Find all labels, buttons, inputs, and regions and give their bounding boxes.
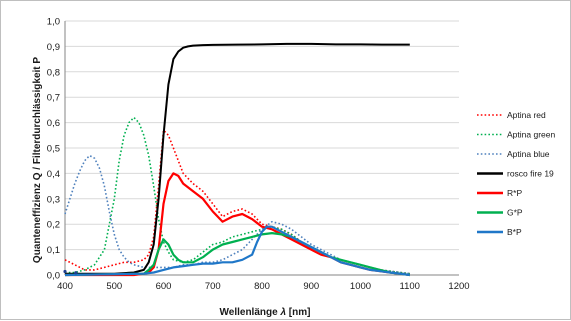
- series-line-g-p: [64, 232, 410, 277]
- legend-label: Aptina red: [507, 110, 546, 120]
- legend-label: Aptina green: [507, 130, 555, 140]
- series-line-b-p: [64, 225, 410, 277]
- y-tick-label: 0,2: [47, 220, 60, 231]
- y-tick-label: 0,4: [47, 169, 60, 180]
- gridlines: [65, 20, 459, 251]
- x-axis-label-unit: [nm]: [286, 307, 310, 318]
- y-axis-label: Quanteneffizienz Q / Filterdurchlässigke…: [32, 57, 43, 263]
- y-tick-label: 0,3: [47, 194, 60, 205]
- y-tick-label: 0,1: [47, 245, 60, 256]
- legend-label: rosco fire 19: [507, 169, 554, 179]
- data-marker: [74, 271, 78, 275]
- x-tick-label: 1200: [448, 281, 469, 292]
- y-tick-label: 1,0: [47, 17, 60, 28]
- x-tick-label: 600: [156, 281, 172, 292]
- y-tick-label: 0,7: [47, 93, 60, 104]
- legend-label: Aptina blue: [507, 149, 550, 159]
- x-tick-label: 700: [205, 281, 221, 292]
- legend-label: B*P: [507, 227, 522, 237]
- x-tick-label: 500: [106, 281, 122, 292]
- legend-label: R*P: [507, 188, 522, 198]
- y-tick-label: 0,8: [47, 67, 60, 78]
- x-tick-label: 800: [254, 281, 270, 292]
- series-lines: [63, 42, 410, 277]
- series-line-rosco-fire-19: [65, 42, 410, 275]
- x-axis-label-main: Wellenlänge: [220, 307, 281, 318]
- x-tick-label: 900: [303, 281, 319, 292]
- x-axis-label-lambda: λ: [279, 307, 286, 318]
- series-line-aptina-green: [65, 116, 410, 275]
- y-tick-label: 0,5: [47, 144, 60, 155]
- x-tick-label: 1000: [350, 281, 371, 292]
- x-tick-label: 1100: [400, 281, 420, 292]
- y-tick-label: 0,0: [47, 271, 60, 282]
- y-tick-label: 0,9: [47, 42, 60, 53]
- x-axis-label: Wellenlänge λ [nm]: [220, 307, 311, 318]
- legend-label: G*P: [507, 208, 523, 218]
- legend: Aptina red Aptina green Aptina blue rosco f…: [477, 110, 555, 237]
- tick-labels: 0,0 0,1 0,2 0,3 0,4 0,5 0,6 0,7 0,8 0,9 1,0 400 500 6…: [47, 17, 470, 293]
- y-tick-label: 0,6: [47, 118, 60, 129]
- x-tick-label: 400: [57, 281, 73, 292]
- data-marker: [63, 269, 67, 274]
